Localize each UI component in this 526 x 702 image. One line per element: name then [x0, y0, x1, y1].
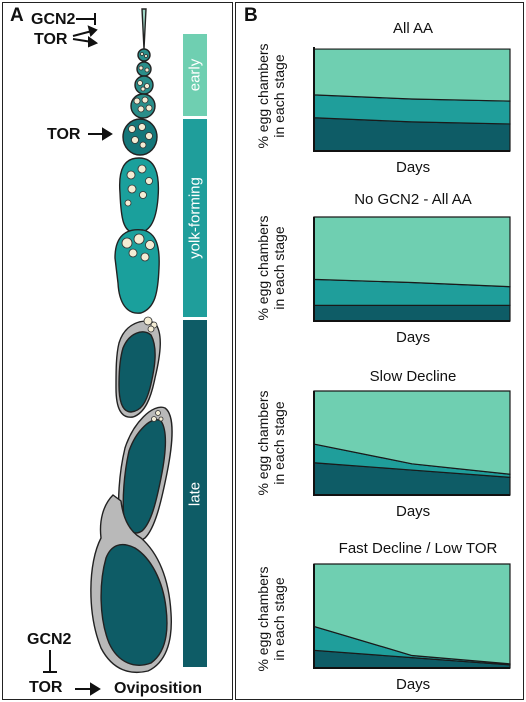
panel-a-letter: A	[10, 5, 24, 26]
chart-4-title: Fast Decline / Low TOR	[338, 540, 498, 557]
chart-1-title: All AA	[392, 20, 434, 37]
stage-early-label: early	[186, 58, 204, 92]
oviposition-label: Oviposition	[114, 680, 202, 697]
panel-b-letter: B	[244, 5, 258, 26]
tor-arrow-1-head	[87, 25, 98, 37]
stage-bar-early: early	[183, 34, 207, 116]
egg-chamber-8	[118, 331, 156, 413]
tor-bottom-label: TOR	[29, 679, 63, 696]
tor-mid-arrow-head	[102, 127, 113, 141]
stage-yolk-label: yolk-forming	[186, 177, 204, 259]
tor-mid-label: TOR	[47, 126, 81, 143]
tor-arrow-2-head	[88, 36, 99, 48]
gcn2-bottom-label: GCN2	[27, 631, 72, 648]
pathway-arrows	[43, 13, 113, 696]
stage-bar-late: late	[183, 320, 207, 667]
chart-4-ylabel: % egg chambers in each stage	[255, 566, 287, 672]
chart-1-ylabel: % egg chambers in each stage	[255, 43, 287, 149]
panel-a: A GCN2 TOR TOR GCN2 TOR Oviposition	[2, 2, 233, 700]
area-late	[313, 304, 511, 322]
area-early	[313, 48, 511, 102]
ovariole-drawing	[90, 8, 173, 674]
tor-arrow-1	[72, 30, 93, 37]
germarium-tip	[141, 8, 147, 50]
chart-2-xlabel: Days	[396, 329, 431, 346]
nurse-cells	[121, 52, 164, 422]
chart-1-plot	[313, 47, 511, 152]
chart-3-title: Slow Decline	[369, 368, 457, 385]
chart-2-plot	[313, 216, 511, 322]
tor-bottom-arrow-head	[90, 682, 101, 696]
chart-3-ylabel: % egg chambers in each stage	[255, 390, 287, 496]
chart-2-ylabel: % egg chambers in each stage	[255, 215, 287, 321]
chart-1-xlabel: Days	[396, 159, 431, 176]
chart-4-plot	[313, 563, 511, 669]
axes	[313, 217, 510, 322]
axes	[313, 564, 510, 669]
egg-chamber-10	[100, 543, 168, 666]
chart-3-plot	[313, 390, 511, 496]
stage-late-label: late	[186, 481, 204, 506]
axes	[313, 47, 510, 152]
chart-3-xlabel: Days	[396, 503, 431, 520]
egg-chamber-3	[134, 75, 154, 95]
axes	[313, 391, 510, 496]
tor-top-label: TOR	[34, 31, 68, 48]
stage-bar-yolk-forming: yolk-forming	[183, 119, 207, 317]
area-early	[313, 216, 511, 288]
egg-chamber-1	[137, 48, 151, 62]
gcn2-top-label: GCN2	[31, 11, 76, 28]
chart-2-title: No GCN2 - All AA	[354, 191, 472, 208]
chart-4-xlabel: Days	[396, 676, 431, 693]
panel-b: B All AA % egg chambers in each stage Day…	[235, 2, 524, 700]
egg-chamber-7	[114, 228, 160, 314]
